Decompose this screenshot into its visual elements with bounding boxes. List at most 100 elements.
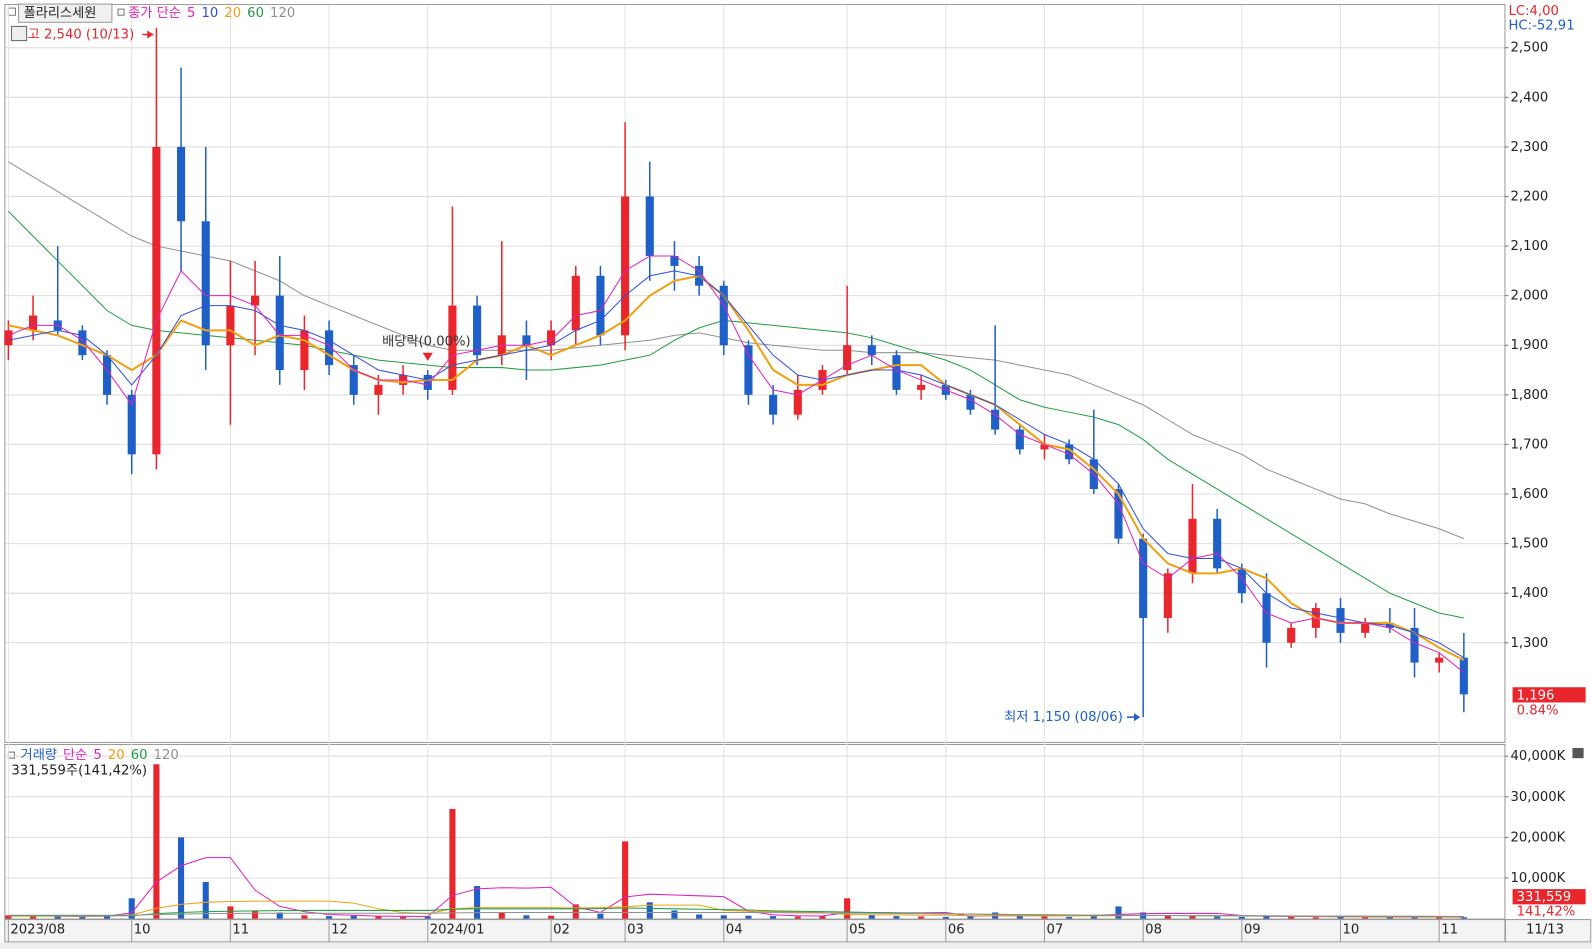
price-tag-label: 1,196 [1517, 688, 1555, 703]
candle-body [991, 409, 1000, 430]
candle-body [4, 330, 13, 346]
legend-entry: 120 [270, 6, 295, 21]
candle-body [102, 355, 112, 395]
volume-bar [1066, 916, 1073, 919]
x-tick-label: 05 [849, 923, 866, 938]
x-axis-strip [1504, 919, 1592, 943]
volume-bar [1337, 916, 1344, 919]
candle-body [621, 196, 630, 336]
candle-body [251, 295, 260, 306]
volume-bar [202, 882, 209, 919]
candle-body [78, 330, 87, 356]
volume-bar [646, 902, 653, 919]
indicator: HC:-52,91 [1509, 18, 1575, 33]
candle-body [892, 355, 901, 390]
panel-button[interactable] [1572, 748, 1584, 759]
volume-bar [153, 764, 160, 919]
volume-bar [375, 916, 382, 919]
x-axis-strip [4, 919, 1506, 943]
x-tick-label: 02 [553, 923, 570, 938]
candle-body [843, 345, 852, 371]
legend-entry: 5 [187, 6, 195, 21]
candle-body [127, 394, 136, 455]
volume-bar [1436, 917, 1443, 919]
candle-body [522, 335, 531, 346]
legend-entry: 20 [224, 6, 241, 21]
ma-line [8, 161, 1465, 540]
candle-body [226, 305, 235, 346]
icon [10, 25, 28, 42]
y-tick-label: 1,400 [1511, 586, 1549, 601]
y-tick-label: 1,900 [1511, 338, 1549, 353]
candle-body [349, 365, 358, 395]
y-tick-label: 2,500 [1511, 41, 1549, 56]
volume-bar [622, 841, 629, 919]
legend-entry: 60 [131, 748, 148, 763]
volume-bar [449, 808, 456, 919]
volume-bar [301, 915, 308, 919]
candle-body [1287, 627, 1296, 643]
volume-bar [1263, 916, 1270, 919]
x-tick-label: 11 [232, 923, 249, 938]
x-tick-label: 09 [1244, 923, 1261, 938]
candle-body [1114, 489, 1123, 539]
candle-body [28, 315, 38, 331]
volume-bar [1411, 916, 1418, 919]
y-tick-label: 1,700 [1511, 437, 1549, 452]
legend-entry: 단순 [63, 747, 87, 763]
candle-body [1188, 518, 1197, 574]
volume-bar [523, 915, 530, 919]
x-tick-label: 10 [134, 923, 151, 938]
candle-body [1139, 538, 1148, 618]
candle-body [374, 384, 383, 395]
candle-body [1336, 608, 1345, 633]
volume-bar [720, 915, 727, 919]
x-tick-label: 08 [1145, 923, 1162, 938]
volume-bar [745, 915, 752, 919]
candle-body [1262, 593, 1271, 643]
volume-bar [1115, 906, 1122, 919]
volume-bar [770, 916, 777, 919]
y-tick-label: 2,000 [1511, 289, 1549, 304]
y-tick-label: 2,400 [1511, 90, 1549, 105]
ma-line [8, 911, 1464, 917]
volume-bar [1090, 916, 1097, 919]
ma-line [8, 857, 1464, 918]
x-tick-label: 04 [726, 923, 743, 938]
volume-bar [54, 916, 61, 919]
candle-body [300, 330, 309, 371]
candle-body [177, 146, 186, 222]
volume-bar [79, 916, 86, 919]
icon [117, 8, 125, 16]
volume-bar [128, 898, 135, 919]
x-tick-label: 06 [948, 923, 965, 938]
volume-bar [498, 912, 505, 919]
title-box[interactable] [18, 3, 113, 23]
candle-body [1361, 622, 1370, 633]
volume-bar [178, 837, 185, 919]
volume-last: 331,559주(141,42%) [11, 763, 147, 778]
candle-body [423, 374, 432, 390]
candle-body [793, 389, 802, 415]
candle-body [448, 305, 457, 390]
volume-bar [104, 915, 111, 919]
end-date: 11/13 [1526, 923, 1564, 938]
y-tick-label: 2,100 [1511, 239, 1549, 254]
candle-body [325, 330, 334, 366]
candle-body [1213, 518, 1222, 569]
volume-bar [1386, 917, 1393, 919]
volume-bar [1041, 916, 1048, 919]
volume-bar [918, 916, 925, 919]
ma-line [8, 274, 1465, 662]
volume-bar [474, 886, 481, 919]
volume-bar [548, 915, 555, 919]
candle-body [645, 196, 654, 256]
legend-entry: 거래량 [21, 747, 57, 763]
volume-bar [893, 916, 900, 919]
volume-bar [1312, 917, 1319, 919]
x-tick-label: 11 [1441, 923, 1458, 938]
candle-body [917, 384, 926, 390]
volume-bar [1288, 916, 1295, 919]
volume-bar [1189, 916, 1196, 919]
arrow-head [1134, 713, 1141, 722]
